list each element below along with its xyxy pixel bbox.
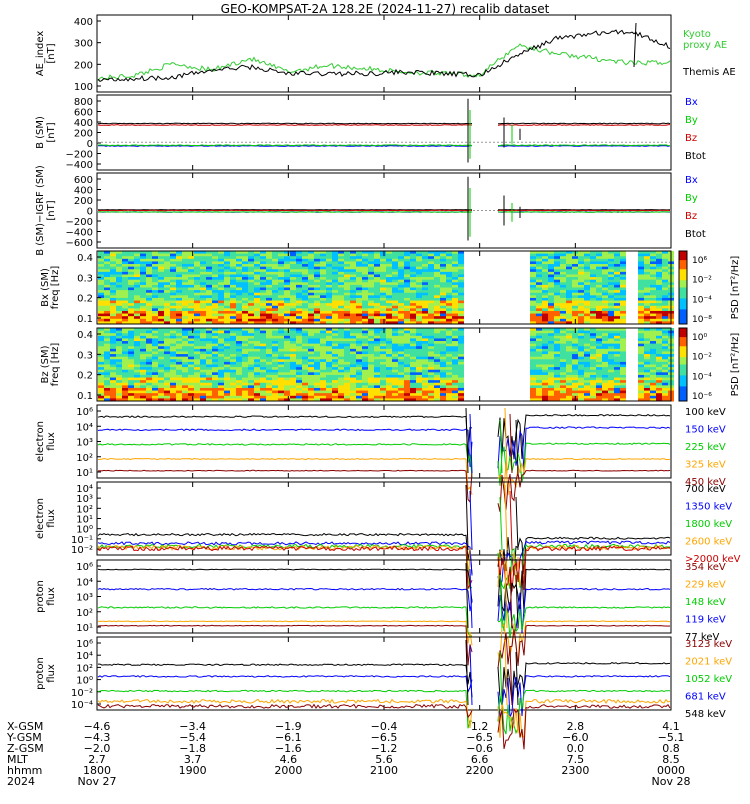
flux-line [98,443,670,486]
y-axis-label: [nT] [46,122,57,142]
y-tick-label: 10⁶ [76,407,93,418]
panel-frame [97,95,671,170]
y-axis-label: [nT] [46,43,57,63]
legend-entry: proxy AE [683,40,727,51]
y-axis-label: AE_index [35,31,46,77]
y-tick-label: −200 [66,150,93,161]
chart-title: GEO-KOMPSAT-2A 128.2E (2024-11-27) recal… [221,2,550,16]
y-tick-label: 10¹ [76,468,93,479]
legend-entry: Btot [685,151,706,162]
y-tick-label: 200 [74,129,93,140]
legend-entry: Bx [685,175,698,186]
y-axis-label: B (SM)−IGRF (SM) [35,165,46,256]
y-tick-label: 10² [76,453,93,464]
colorbar-tick: 10⁻⁶ [692,392,712,402]
legend-entry: Kyoto [683,29,711,40]
legend-entry: Bz [685,211,697,222]
y-tick-label: 200 [74,196,93,207]
colorbar-tick: 10⁶ [692,256,707,266]
y-tick-label: 200 [74,60,93,71]
flux-line [98,415,670,460]
colorbar-label: PSD [nT²/Hz] [730,256,741,320]
legend-entry: 225 keV [685,442,726,453]
legend-entry: 150 keV [685,425,726,436]
y-tick-label: 0 [87,207,93,218]
y-tick-label: 10⁻² [71,545,93,556]
y-tick-label: 600 [74,108,93,119]
colorbar-tick: 10⁰ [692,333,707,343]
spectrogram-bzspec [98,328,674,402]
y-tick-label: 0.4 [77,330,93,341]
panel-frame [97,15,671,92]
legend-entry: 100 keV [685,407,726,418]
ae-spike [634,23,636,67]
legend-entry: 325 keV [685,460,726,471]
colorbar-tick: 10⁻² [692,276,712,286]
y-tick-label: 0.3 [77,350,93,361]
y-tick-label: −400 [66,160,93,171]
y-tick-label: 400 [74,118,93,129]
y-tick-label: 800 [74,97,93,108]
colorbar-tick: 10⁻⁸ [692,315,712,325]
legend-bigrf: Bx By Bz Btot [685,175,706,240]
y-tick-label: −200 [66,217,93,228]
colorbar-bzspec: 10⁰ 10⁻² 10⁻⁴ 10⁻⁶ PSD [nT²/Hz] [679,328,741,402]
legend-entry: Btot [685,229,706,240]
y-tick-label: 400 [74,17,93,28]
y-axis-label-2: freq [Hz] [50,266,61,310]
y-tick-label: 0.2 [77,371,93,382]
y-tick-label: 0 [87,139,93,150]
y-tick-label: 100 [74,82,93,93]
y-tick-label: −600 [66,238,93,249]
legend-b: Bx By Bz Btot [685,97,706,162]
colorbar-label: PSD [nT²/Hz] [730,333,741,397]
spectrogram-bxspec [98,251,674,325]
legend-entry: Themis AE [682,67,736,78]
y-tick-label: 0.3 [77,273,93,284]
colorbar-tick: 10⁻⁴ [692,372,712,382]
colorbar-tick: 10⁻² [692,353,712,363]
y-axis-label: flux [46,432,57,451]
legend-entry: By [685,193,698,204]
flux-line [98,427,670,472]
y-tick-label: 0.1 [77,314,93,325]
y-axis-label-2: freq [Hz] [50,343,61,387]
colorbar-bxspec: 10⁶ 10⁻² 10⁻⁴ 10⁻⁸ PSD [nT²/Hz] [679,251,741,325]
y-axis-label: B (SM) [35,116,46,149]
colorbar-tick: 10⁻⁴ [692,295,712,305]
y-tick-label: 300 [74,39,93,50]
y-tick-label: 400 [74,186,93,197]
y-tick-label: −400 [66,228,93,239]
legend-entry: Bx [685,97,698,108]
y-tick-label: 0.2 [77,294,93,305]
legend-entry: Bz [685,133,697,144]
legend-entry: By [685,115,698,126]
kyoto-ae-line [98,44,670,81]
btot-line [98,123,670,124]
bz-line [98,125,670,126]
y-axis-label: electron [35,421,46,462]
y-tick-label: 600 [74,175,93,186]
y-tick-label: 0.4 [77,253,93,264]
y-tick-label: 10⁴ [76,422,93,433]
y-axis-label: [nT] [46,200,57,220]
y-tick-label: 10³ [76,438,93,449]
y-tick-label: 0.1 [77,391,93,402]
